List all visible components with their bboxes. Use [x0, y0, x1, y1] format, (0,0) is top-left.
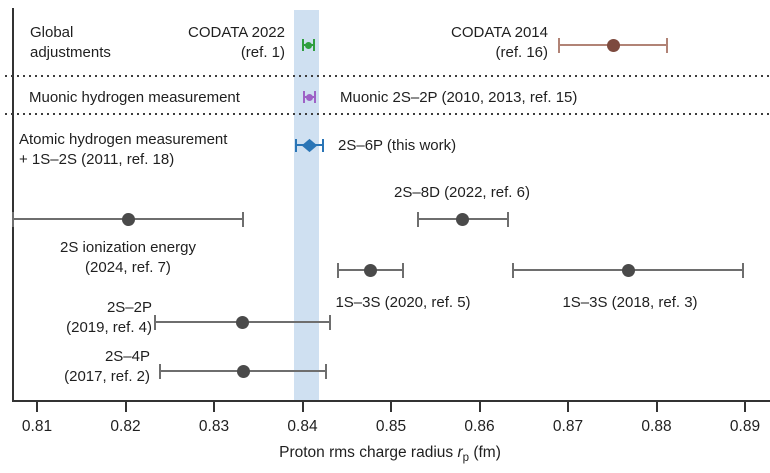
section-label-atomic: Atomic hydrogen measurement + 1S–2S (201… — [19, 131, 228, 168]
x-tick-label: 0.85 — [375, 418, 407, 435]
2s-ionization-2024-marker — [121, 212, 135, 226]
1s3s-2020-cap-left — [336, 262, 339, 278]
codata-2022-marker — [305, 41, 313, 49]
muonic-2s2p-cap-right — [313, 91, 316, 103]
x-tick-label: 0.89 — [729, 418, 761, 435]
y-axis-line — [12, 8, 14, 402]
1s3s-2018-cap-left — [512, 262, 515, 278]
point-label-1s3s-2018: 1S–3S (2018, ref. 3) — [562, 294, 698, 311]
x-tick-mark — [567, 402, 569, 412]
point-label-2s-ionization: 2S ionization energy (2024, ref. 7) — [60, 239, 196, 276]
x-tick-label: 0.84 — [287, 418, 318, 435]
2s8d-2022-cap-left — [416, 211, 419, 227]
section-label-muonic: Muonic hydrogen measurement — [29, 89, 240, 106]
1s3s-2020-marker — [364, 263, 378, 277]
axis-title-text: Proton rms charge radius — [279, 444, 458, 461]
x-tick-label: 0.88 — [641, 418, 672, 435]
2s8d-2022-cap-right — [506, 211, 509, 227]
point-label-2s8d: 2S–8D (2022, ref. 6) — [394, 184, 530, 201]
x-tick-label: 0.83 — [198, 418, 230, 435]
2s2p-2019-cap-right — [328, 314, 331, 330]
2s2p-2019-cap-left — [153, 314, 156, 330]
codata-2014-cap-right — [666, 37, 669, 53]
x-tick-label: 0.87 — [552, 418, 584, 435]
point-label-codata-2022: CODATA 2022 (ref. 1) — [188, 24, 285, 61]
codata-2014-marker — [606, 38, 620, 52]
x-tick-label: 0.81 — [21, 418, 53, 435]
radius-symbol: r — [457, 444, 463, 461]
1s3s-2020-cap-right — [402, 262, 405, 278]
2s-ionization-2024-cap-right — [242, 211, 245, 227]
point-label-codata-2014: CODATA 2014 (ref. 16) — [451, 24, 548, 61]
point-label-2s4p-2017: 2S–4P (2017, ref. 2) — [64, 348, 150, 385]
x-tick-mark — [124, 402, 127, 412]
point-label-1s3s-2020: 1S–3S (2020, ref. 5) — [335, 294, 471, 311]
x-tick-mark — [36, 402, 38, 412]
muonic-2s2p-cap-left — [303, 91, 306, 103]
2s4p-2017-cap-left — [159, 363, 161, 379]
x-tick-mark — [478, 402, 481, 412]
codata-2022-cap-right — [313, 39, 315, 51]
x-tick-mark — [213, 402, 215, 412]
section-label-global-adjustments: Global adjustments — [30, 24, 111, 61]
2s-ionization-2024-cap-left — [12, 211, 15, 227]
this-work-2s6p-cap-right — [321, 138, 324, 152]
highlight-band — [293, 10, 320, 400]
codata-2022-cap-left — [302, 39, 305, 51]
radius-symbol-subscript: p — [462, 452, 470, 465]
2s8d-2022-marker — [456, 212, 470, 226]
2s4p-2017-marker — [236, 364, 250, 378]
2s4p-2017-cap-right — [325, 363, 328, 379]
x-axis-line — [12, 400, 770, 402]
point-label-muonic-2s2p: Muonic 2S–2P (2010, 2013, ref. 15) — [340, 89, 578, 106]
muonic-2s2p-marker — [306, 93, 314, 101]
1s3s-2018-cap-right — [742, 262, 745, 278]
section-divider-2 — [5, 113, 770, 115]
this-work-2s6p-cap-left — [295, 138, 298, 152]
1s3s-2018-marker — [621, 263, 635, 277]
codata-2014-cap-left — [558, 37, 561, 53]
x-tick-mark — [744, 402, 746, 412]
section-divider-1 — [5, 75, 770, 77]
2s2p-2019-marker — [235, 315, 249, 329]
x-tick-mark — [655, 402, 658, 412]
point-label-2s2p-2019: 2S–2P (2019, ref. 4) — [66, 299, 152, 336]
x-tick-mark — [390, 402, 392, 412]
axis-title-unit: (fm) — [469, 444, 501, 461]
x-axis-title: Proton rms charge radius rp (fm) — [110, 444, 670, 464]
x-tick-label: 0.82 — [110, 418, 141, 435]
point-label-this-work: 2S–6P (this work) — [338, 137, 457, 154]
x-tick-label: 0.86 — [464, 418, 495, 435]
x-tick-mark — [301, 402, 304, 412]
